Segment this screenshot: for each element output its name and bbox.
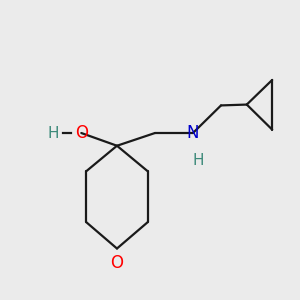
Text: H: H <box>47 125 59 140</box>
Text: N: N <box>187 124 199 142</box>
Text: O: O <box>110 254 124 272</box>
Text: H: H <box>192 153 204 168</box>
Text: O: O <box>75 124 88 142</box>
